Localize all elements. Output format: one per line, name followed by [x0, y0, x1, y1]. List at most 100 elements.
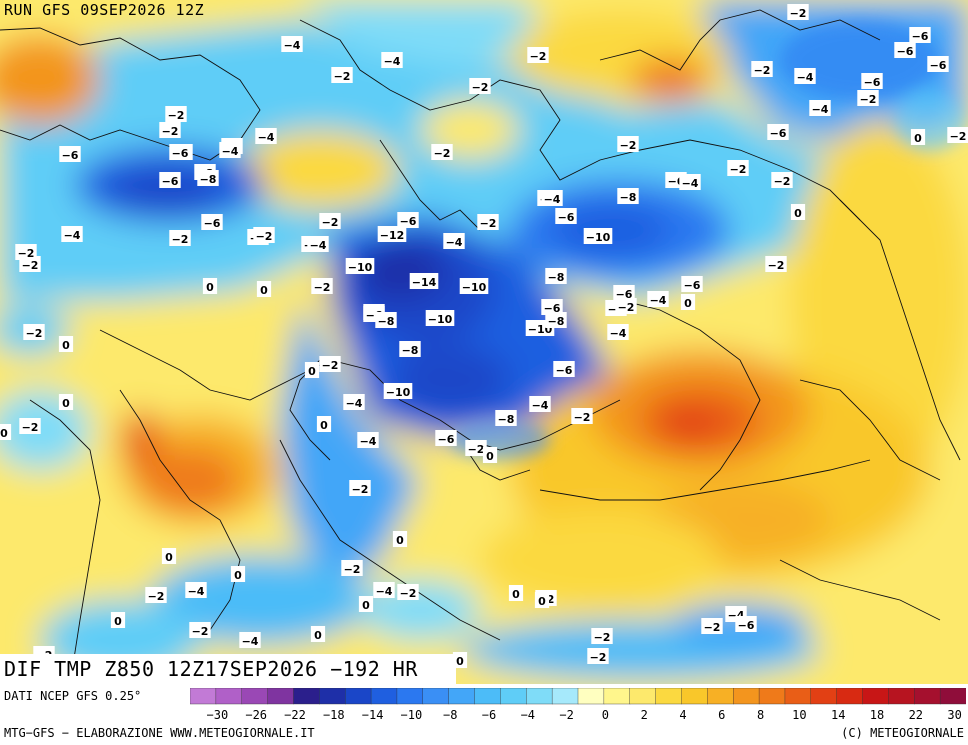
contour-label: −6 — [864, 76, 881, 89]
contour-label-bg — [452, 652, 468, 668]
contour-label-bg — [613, 285, 635, 301]
contour-label: −2 — [26, 327, 43, 340]
contour-label-bg — [647, 291, 669, 307]
scale-tick-label: 6 — [718, 708, 725, 722]
contour-label-bg — [527, 47, 549, 63]
contour-label-bg — [307, 236, 329, 252]
credit-right: (C) METEOGIORNALE — [841, 726, 964, 740]
contour-label: −4 — [346, 397, 363, 410]
contour-label-bg — [482, 447, 498, 463]
contour-label: −4 — [446, 236, 463, 249]
contour-label: −2 — [620, 139, 637, 152]
contour-label: −4 — [242, 635, 259, 648]
scale-tick-label: −4 — [521, 708, 535, 722]
contour-label: 0 — [320, 419, 328, 432]
contour-label-bg — [23, 324, 45, 340]
scale-tick-label: 4 — [679, 708, 686, 722]
contour-label: −4 — [376, 585, 393, 598]
scale-swatch — [629, 688, 657, 705]
contour-label: −6 — [616, 288, 633, 301]
contour-label: −10 — [586, 231, 611, 244]
contour-label: 0 — [165, 551, 173, 564]
contour-label: −6 — [62, 149, 79, 162]
contour-label-bg — [343, 394, 365, 410]
scale-swatch — [551, 688, 579, 705]
contour-label-bg — [397, 212, 419, 228]
contour-label: −10 — [462, 281, 487, 294]
contour-label: −4 — [682, 177, 699, 190]
contour-label-bg — [0, 424, 12, 440]
contour-label: −4 — [284, 39, 301, 52]
contour-label: −8 — [378, 315, 395, 328]
scale-tick-label: −18 — [323, 708, 345, 722]
scale-tick-label: −26 — [245, 708, 267, 722]
contour-label-bg — [256, 281, 272, 297]
contour-label-bg — [145, 587, 167, 603]
contour-label-bg — [59, 146, 81, 162]
contour-label: −4 — [360, 435, 377, 448]
footer-bar: DATI NCEP GFS 0.25° −30 −26 −22 −18 −14 −10 −8… — [0, 684, 968, 745]
contour-label: −2 — [192, 625, 209, 638]
contour-label: −2 — [22, 259, 39, 272]
contour-label: −2 — [314, 281, 331, 294]
contour-label-bg — [545, 268, 567, 284]
contour-label-bg — [161, 548, 177, 564]
contour-label: −2 — [256, 230, 273, 243]
temperature-anomaly-map: −2 −4 −4 −2 −2 −2 −8 −6 −6 −2 −4 −6 −2 −4 −4 −2 −6 0 −2 −4 −… — [0, 0, 968, 684]
contour-label-bg — [617, 188, 639, 204]
contour-label-bg — [617, 136, 639, 152]
scale-tick-label: 10 — [792, 708, 806, 722]
contour-label-bg — [15, 244, 37, 260]
contour-label: −6 — [684, 279, 701, 292]
contour-label-bg — [397, 584, 419, 600]
contour-label-bg — [727, 160, 749, 176]
contour-label-bg — [459, 278, 489, 294]
contour-label-bg — [465, 440, 487, 456]
scale-tick-label: 30 — [947, 708, 961, 722]
contour-label-bg — [58, 394, 74, 410]
contour-label: −8 — [548, 315, 565, 328]
contour-label-bg — [392, 531, 408, 547]
contour-label-bg — [159, 122, 181, 138]
contour-label-bg — [701, 618, 723, 634]
scale-swatch — [526, 688, 553, 705]
contour-label: −2 — [530, 50, 547, 63]
contour-label-bg — [189, 622, 211, 638]
scale-tick-label: 8 — [757, 708, 764, 722]
contour-label: 0 — [538, 595, 546, 608]
contour-label-bg — [316, 416, 332, 432]
contour-label: −2 — [322, 359, 339, 372]
scale-swatch — [319, 688, 346, 705]
contour-label-bg — [555, 208, 577, 224]
contour-label-bg — [607, 324, 629, 340]
contour-label: −4 — [650, 294, 667, 307]
contour-label: 0 — [234, 569, 242, 582]
contour-label: −2 — [574, 411, 591, 424]
contour-label-bg — [529, 396, 551, 412]
scale-swatch — [862, 688, 889, 705]
contour-label-bg — [571, 408, 593, 424]
contour-label-bg — [541, 190, 563, 206]
contour-label: −6 — [558, 211, 575, 224]
scale-swatch — [784, 688, 812, 705]
contour-label-bg — [591, 628, 613, 644]
contour-label-bg — [255, 128, 277, 144]
contour-label-bg — [357, 432, 379, 448]
contour-label-bg — [239, 632, 261, 648]
contour-label: 0 — [794, 207, 802, 220]
scale-tick-label: −14 — [362, 708, 384, 722]
scale-swatch — [396, 688, 424, 705]
contour-label-bg — [857, 90, 879, 106]
credit-left: MTG−GFS − ELABORAZIONE WWW.METEOGIORNALE… — [4, 726, 315, 740]
contour-label: −6 — [162, 175, 179, 188]
contour-label-bg — [861, 73, 883, 89]
scale-tick-label: −8 — [443, 708, 457, 722]
contour-label: 0 — [308, 365, 316, 378]
contour-label: −4 — [797, 71, 814, 84]
contour-label-bg — [319, 213, 341, 229]
scale-tick-label: −6 — [482, 708, 496, 722]
contour-label-bg — [197, 170, 219, 186]
contour-label-bg — [477, 214, 499, 230]
contour-label: −6 — [930, 59, 947, 72]
contour-label: −2 — [594, 631, 611, 644]
